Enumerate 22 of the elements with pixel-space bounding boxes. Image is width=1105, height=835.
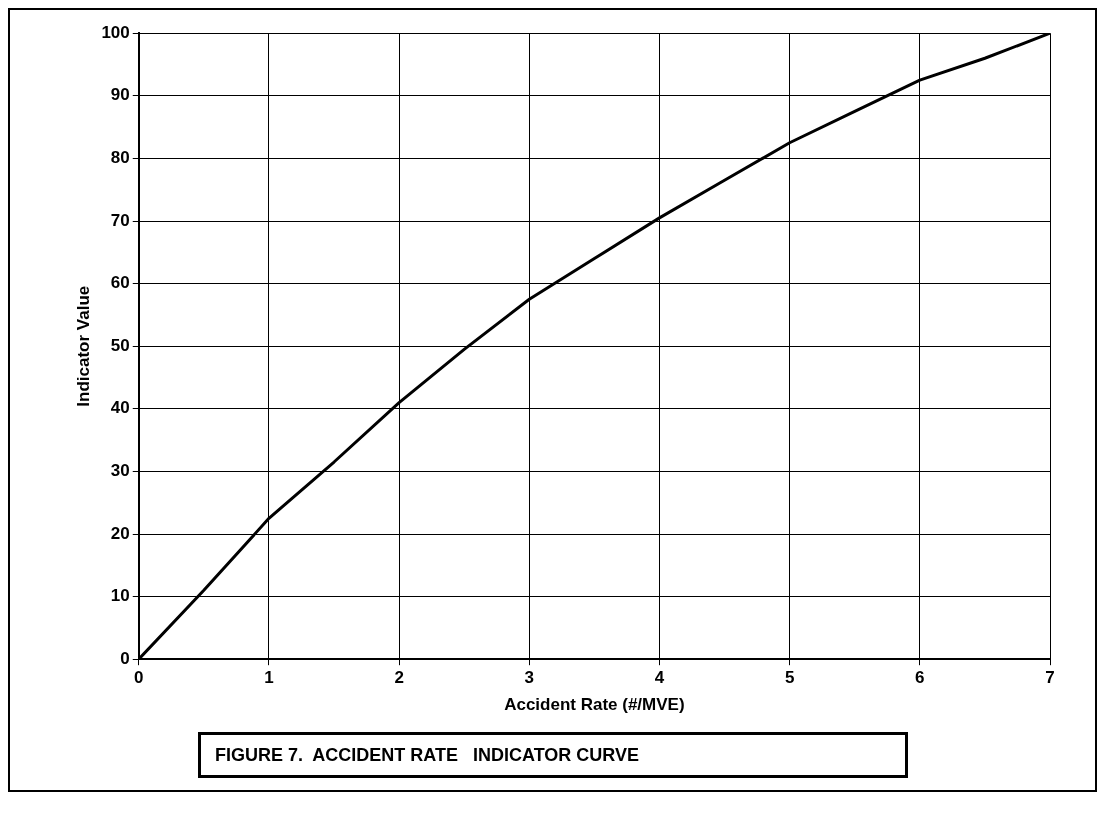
y-tick-label: 30 (110, 461, 130, 481)
x-axis-title: Accident Rate (#/MVE) (504, 695, 685, 715)
text: FIGURE 7. ACCIDENT RATE INDICATOR CURVE (198, 732, 908, 778)
y-tick-label: 20 (110, 523, 130, 543)
y-tick-label: 10 (110, 586, 130, 606)
x-tick-label: 6 (915, 668, 925, 688)
y-tick-label: 70 (110, 210, 130, 230)
x-tick-label: 7 (1045, 668, 1055, 688)
x-tick-label: 3 (524, 668, 535, 688)
y-tick-label: 60 (110, 273, 130, 293)
x-tick-label: 1 (264, 668, 274, 688)
y-tick-label: 50 (110, 335, 130, 355)
x-tick-label: 0 (134, 668, 144, 688)
y-axis-title: Indicator Value (73, 285, 93, 407)
y-tick-label: 100 (101, 22, 130, 42)
y-tick-label: 80 (110, 148, 130, 168)
y-tick-label: 40 (110, 398, 130, 418)
y-tick-label: 0 (120, 648, 130, 668)
x-tick-label: 4 (654, 668, 665, 688)
x-tick-label: 2 (394, 668, 404, 688)
y-tick-label: 90 (110, 85, 130, 105)
x-tick-label: 5 (784, 668, 795, 688)
